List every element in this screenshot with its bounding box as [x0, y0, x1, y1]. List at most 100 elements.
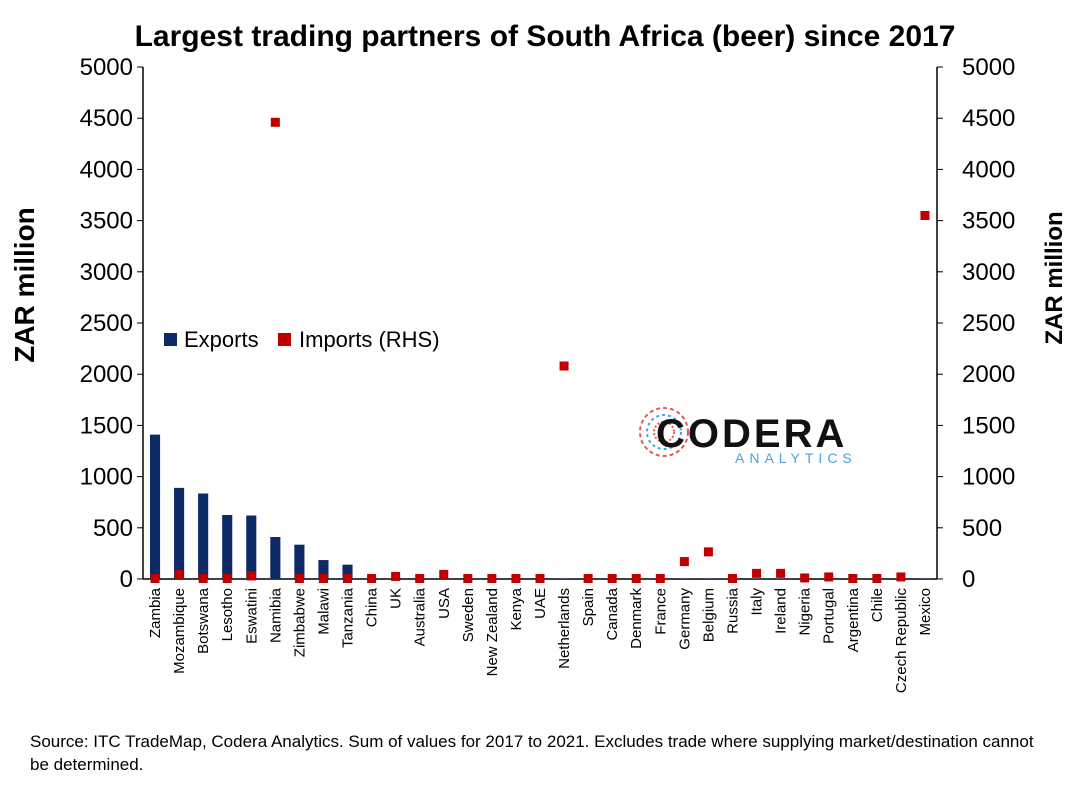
bar-exports-ireland — [775, 578, 786, 579]
marker-imports-malawi — [318, 573, 328, 583]
x-tick-label: Zimbabwe — [291, 588, 308, 657]
x-tick-label: Namibia — [267, 587, 284, 643]
bar-exports-lesotho — [222, 515, 233, 579]
marker-imports-tanzania — [343, 573, 353, 583]
source-note: Source: ITC TradeMap, Codera Analytics. … — [30, 732, 1034, 774]
marker-imports-sweden — [463, 573, 473, 583]
legend-label-exports: Exports — [184, 327, 259, 352]
x-tick-label: Russia — [724, 587, 741, 634]
x-tick-label: Mexico — [917, 588, 934, 636]
bar-exports-germany — [679, 578, 690, 579]
bar-exports-namibia — [270, 537, 281, 579]
x-tick-label: Portugal — [821, 588, 838, 644]
marker-imports-ireland — [776, 568, 786, 578]
x-tick-label: Eswatini — [243, 588, 260, 644]
bar-exports-tanzania — [342, 564, 353, 579]
bar-exports-malawi — [318, 560, 329, 579]
bar-exports-mozambique — [174, 487, 185, 579]
marker-imports-mexico — [920, 210, 930, 220]
bar-exports-italy — [751, 578, 762, 579]
x-tick-label: USA — [436, 588, 453, 619]
bar-exports-botswana — [198, 493, 209, 579]
marker-imports-uk — [391, 571, 401, 581]
category-labels: Zambia Mozambique Botswana Lesotho Eswatini N… — [147, 587, 934, 693]
y-tick-label-left: 2000 — [80, 361, 133, 388]
y-axis-label-right: ZAR million — [1041, 211, 1068, 344]
x-tick-label: UK — [388, 588, 405, 609]
x-tick-label: Spain — [580, 588, 597, 626]
legend: Exports Imports (RHS) — [164, 327, 440, 352]
marker-imports-mozambique — [174, 569, 184, 579]
x-tick-label: Belgium — [700, 588, 717, 642]
marker-imports-spain — [583, 573, 593, 583]
x-tick-label: Malawi — [315, 588, 332, 635]
logo-wordmark: CODERA — [656, 412, 847, 456]
y-tick-label-right: 3500 — [962, 208, 1015, 235]
y-tick-label-left: 4000 — [80, 156, 133, 183]
y-tick-label-left: 5000 — [80, 54, 133, 81]
logo-subtitle: ANALYTICS — [735, 450, 857, 466]
legend-label-imports: Imports (RHS) — [299, 327, 440, 352]
y-tick-label-right: 500 — [962, 515, 1002, 542]
bar-exports-eswatini — [246, 515, 257, 579]
x-tick-label: Mozambique — [171, 588, 188, 674]
y-tick-label-left: 2500 — [80, 310, 133, 337]
marker-imports-germany — [679, 557, 689, 567]
y-tick-label-right: 3000 — [962, 259, 1015, 286]
marker-imports-denmark — [631, 573, 641, 583]
marker-imports-zimbabwe — [294, 573, 304, 583]
bar-exports-mexico — [919, 578, 931, 579]
x-tick-label: Czech Republic — [893, 588, 910, 694]
x-tick-label: Argentina — [845, 587, 862, 652]
x-tick-label: Denmark — [628, 588, 645, 649]
marker-imports-lesotho — [222, 573, 232, 583]
marker-imports-argentina — [848, 573, 858, 583]
y-axis-label-left: ZAR million — [9, 207, 40, 363]
y-tick-label-right: 1500 — [962, 412, 1015, 439]
y-tick-label-right: 0 — [962, 566, 975, 593]
marker-imports-chile — [872, 573, 882, 583]
chart-title: Largest trading partners of South Africa… — [135, 20, 956, 53]
x-tick-label: Canada — [604, 587, 621, 640]
x-tick-label: Chile — [869, 588, 886, 622]
legend-swatch-exports — [164, 333, 177, 346]
y-tick-label-left: 3500 — [80, 208, 133, 235]
marker-imports-botswana — [198, 573, 208, 583]
x-tick-label: Sweden — [460, 588, 477, 642]
x-tick-label: China — [364, 587, 381, 627]
x-tick-label: Lesotho — [219, 588, 236, 641]
x-tick-label: Botswana — [195, 587, 212, 654]
marker-imports-eswatini — [246, 571, 256, 581]
x-tick-label: Nigeria — [797, 587, 814, 635]
x-tick-label: UAE — [532, 588, 549, 619]
marker-imports-portugal — [824, 572, 834, 582]
x-tick-label: Tanzania — [340, 587, 357, 648]
x-tick-label: Ireland — [773, 588, 790, 634]
x-tick-label: Italy — [749, 588, 766, 616]
y-tick-label-right: 2000 — [962, 361, 1015, 388]
bar-exports-zambia — [149, 434, 161, 579]
marker-imports-new-zealand — [487, 573, 497, 583]
axes — [142, 67, 938, 580]
y-tick-label-left: 3000 — [80, 259, 133, 286]
marker-imports-china — [367, 573, 377, 583]
codera-logo: CODERA ANALYTICS — [639, 407, 857, 466]
marker-imports-namibia — [270, 117, 280, 127]
legend-swatch-imports — [278, 333, 291, 346]
marker-imports-france — [655, 573, 665, 583]
x-tick-label: Kenya — [508, 587, 525, 630]
marker-imports-canada — [607, 573, 617, 583]
y-tick-label-left: 500 — [93, 515, 133, 542]
marker-imports-belgium — [703, 547, 713, 557]
y-tick-label-left: 1500 — [80, 412, 133, 439]
marker-imports-zambia — [150, 573, 160, 583]
y-tick-label-left: 1000 — [80, 464, 133, 491]
x-tick-label: Germany — [676, 588, 693, 650]
logo-circle-icon — [639, 407, 689, 457]
y-tick-label-right: 5000 — [962, 54, 1015, 81]
y-tick-label-left: 4500 — [80, 105, 133, 132]
y-ticks-left: 0 500 1000 1500 2000 2500 3000 3500 4000 4500 5000 — [80, 54, 143, 593]
import-markers — [150, 117, 930, 583]
marker-imports-australia — [415, 573, 425, 583]
